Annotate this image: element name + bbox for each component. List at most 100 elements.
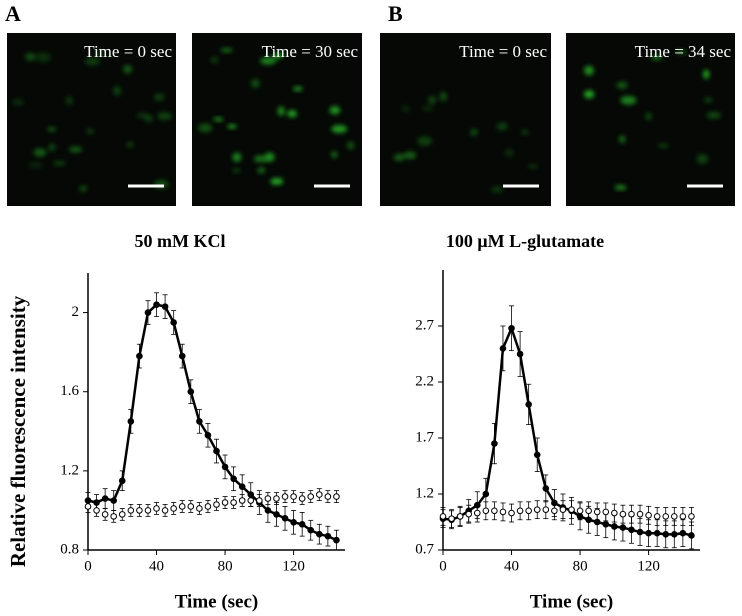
x-tick-label: 80 xyxy=(573,558,588,574)
data-point xyxy=(671,531,678,538)
data-point xyxy=(688,532,695,539)
data-point xyxy=(611,509,618,517)
data-point xyxy=(551,507,558,515)
data-point xyxy=(204,503,212,510)
data-point xyxy=(679,513,687,520)
y-tick-label: 1.2 xyxy=(60,462,79,478)
cell xyxy=(521,129,529,135)
cell xyxy=(703,69,710,79)
data-point xyxy=(127,507,135,514)
image-caption: Time = 34 sec xyxy=(635,42,732,61)
data-point xyxy=(679,529,687,537)
data-point xyxy=(636,510,644,518)
cell xyxy=(213,117,224,122)
cell xyxy=(417,136,433,146)
cell xyxy=(401,105,410,112)
cell xyxy=(220,47,233,53)
cell xyxy=(696,154,709,164)
data-point xyxy=(324,493,332,500)
cell xyxy=(157,112,172,120)
data-point xyxy=(153,505,160,512)
cell xyxy=(253,155,268,163)
data-point xyxy=(153,301,160,308)
cell xyxy=(706,111,722,119)
data-point xyxy=(290,519,297,526)
y-tick-label: 0.7 xyxy=(415,541,434,557)
image-background xyxy=(380,33,551,206)
data-point xyxy=(516,350,524,358)
data-point xyxy=(230,499,237,506)
cell xyxy=(331,125,348,133)
cell xyxy=(677,49,686,55)
cell xyxy=(270,178,284,185)
cell xyxy=(504,148,514,157)
cell xyxy=(620,95,637,105)
data-point xyxy=(499,345,507,352)
cell xyxy=(331,151,338,158)
cell xyxy=(28,162,44,168)
cell xyxy=(260,57,276,65)
data-point xyxy=(307,493,315,500)
cell xyxy=(393,153,405,162)
cell xyxy=(232,168,241,173)
data-point xyxy=(636,528,644,536)
data-point xyxy=(161,507,169,514)
cell xyxy=(616,81,628,89)
chart-title: 50 mM KCl xyxy=(135,231,226,251)
data-point xyxy=(256,497,263,504)
data-point xyxy=(273,511,280,518)
x-tick-label: 40 xyxy=(504,558,519,574)
data-point xyxy=(238,483,246,490)
image-caption: Time = 0 sec xyxy=(459,42,547,61)
data-point xyxy=(645,529,652,537)
data-point xyxy=(101,495,109,502)
image-background xyxy=(566,33,735,206)
data-point xyxy=(213,447,220,455)
data-point xyxy=(465,510,473,518)
data-point xyxy=(324,532,332,540)
data-point xyxy=(533,451,541,459)
data-point xyxy=(118,511,126,518)
cell xyxy=(48,143,56,152)
data-point xyxy=(542,506,550,513)
cell xyxy=(79,185,88,192)
data-point xyxy=(110,513,117,520)
x-tick-label: 80 xyxy=(218,558,233,574)
data-point xyxy=(333,536,340,544)
data-point xyxy=(653,513,661,520)
cell xyxy=(657,143,669,149)
data-point xyxy=(144,309,152,316)
y-tick-label: 2 xyxy=(72,304,80,320)
data-point xyxy=(281,515,289,522)
data-point xyxy=(273,495,280,502)
micrograph: Time = 34 sec xyxy=(566,33,735,206)
cell xyxy=(618,135,626,144)
data-point xyxy=(662,531,670,538)
cell xyxy=(227,124,237,129)
data-point xyxy=(491,440,498,447)
data-point xyxy=(508,324,515,332)
data-point xyxy=(593,508,601,516)
cell xyxy=(427,95,437,105)
x-axis-label: Time (sec) xyxy=(530,591,614,612)
data-point xyxy=(170,319,177,326)
data-point xyxy=(482,490,490,498)
data-point xyxy=(238,497,246,504)
y-tick-label: 0.8 xyxy=(60,541,79,557)
data-point xyxy=(602,520,610,528)
data-point xyxy=(602,508,610,516)
x-tick-label: 40 xyxy=(149,558,164,574)
data-point xyxy=(247,497,255,504)
data-point xyxy=(307,526,315,534)
data-point xyxy=(84,503,92,510)
data-point xyxy=(264,507,272,514)
data-point xyxy=(298,520,306,528)
data-point xyxy=(136,352,143,360)
cell xyxy=(329,106,341,115)
data-point xyxy=(611,523,618,530)
cell xyxy=(496,122,508,131)
series-line xyxy=(87,303,337,542)
data-point xyxy=(473,509,481,517)
cell xyxy=(257,167,266,174)
